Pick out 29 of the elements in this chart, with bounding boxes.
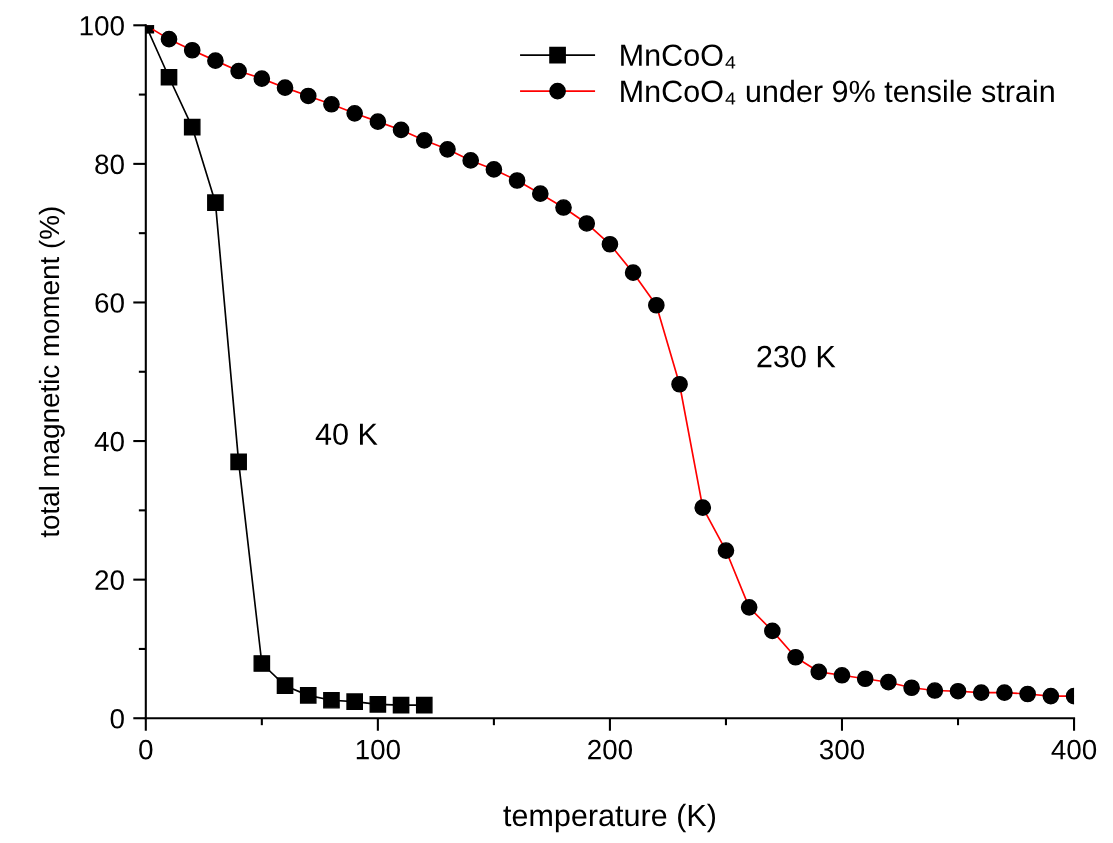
point — [392, 696, 410, 714]
point — [415, 696, 433, 714]
point — [369, 696, 387, 713]
y-tick-label: 80 — [95, 154, 124, 175]
y-axis-title: total magnetic moment (%) — [38, 207, 65, 538]
point — [183, 118, 201, 136]
x-tick-label: 300 — [819, 739, 865, 760]
legend-label: MnCoO₄ — [621, 44, 736, 69]
point — [160, 68, 178, 86]
point — [346, 693, 363, 710]
point — [276, 677, 294, 695]
x-tick-label: 400 — [1051, 739, 1097, 760]
y-tick-label: 20 — [95, 570, 124, 590]
x-tick-label: 200 — [588, 739, 633, 760]
y-tick-label: 0 — [110, 708, 124, 729]
point — [230, 453, 247, 471]
legend-label: MnCoO₄ under 9% tensile strain — [621, 79, 1054, 105]
y-tick-label: 40 — [94, 431, 124, 452]
annotation: 230 K — [757, 345, 836, 368]
point — [299, 687, 317, 704]
point — [323, 691, 340, 709]
x-tick-label: 0 — [139, 739, 153, 760]
y-tick-label: 60 — [95, 293, 124, 313]
x-tick-label: 100 — [356, 739, 400, 760]
point — [207, 194, 224, 212]
y-tick-label: 100 — [80, 15, 124, 36]
annotation: 40 K — [315, 423, 378, 446]
x-axis-title: temperature (K) — [503, 803, 716, 833]
point — [253, 655, 271, 672]
